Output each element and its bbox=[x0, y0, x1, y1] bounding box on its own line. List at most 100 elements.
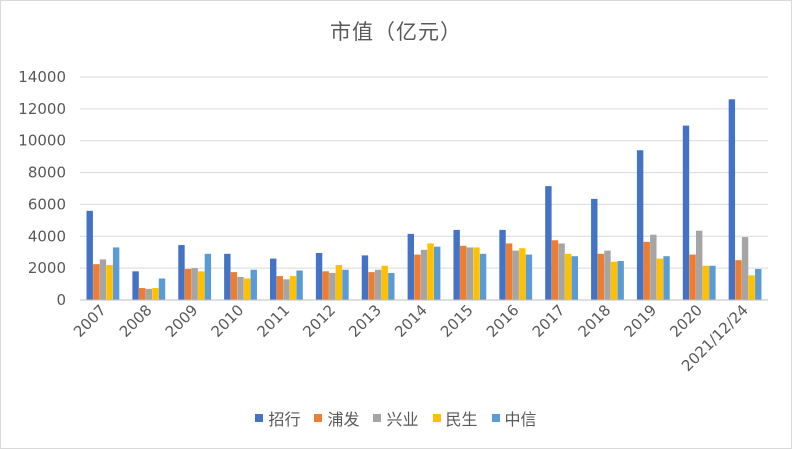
legend-label: 招行 bbox=[268, 410, 301, 429]
bar bbox=[755, 268, 762, 300]
bar bbox=[420, 249, 428, 300]
bar bbox=[702, 265, 709, 300]
x-tick-label: 2015 bbox=[437, 301, 477, 341]
x-tick-label: 2010 bbox=[208, 301, 248, 341]
bar bbox=[610, 261, 618, 300]
x-tick-label: 2017 bbox=[529, 301, 569, 341]
bar bbox=[597, 253, 605, 300]
bar bbox=[565, 253, 572, 300]
legend-label: 浦发 bbox=[327, 410, 360, 429]
chart-title: 市值（亿元） bbox=[330, 20, 462, 44]
bar bbox=[296, 270, 303, 300]
legend-swatch bbox=[491, 414, 500, 422]
bar bbox=[204, 253, 212, 300]
bar bbox=[682, 125, 690, 300]
bar bbox=[473, 247, 480, 300]
bar bbox=[342, 269, 349, 300]
bar bbox=[184, 268, 192, 300]
legend-label: 民生 bbox=[445, 410, 478, 429]
bar bbox=[689, 254, 696, 300]
y-tick-label: 12000 bbox=[18, 100, 66, 118]
bars bbox=[86, 99, 762, 301]
legend-item: 浦发 bbox=[314, 406, 359, 430]
bar bbox=[361, 255, 369, 300]
legend-item: 兴业 bbox=[373, 406, 419, 430]
bar bbox=[414, 254, 421, 300]
bar bbox=[198, 271, 205, 300]
y-tick-label: 0 bbox=[56, 291, 66, 309]
bar bbox=[335, 264, 343, 300]
bar bbox=[709, 265, 716, 300]
bar bbox=[191, 268, 198, 300]
bar bbox=[86, 210, 93, 300]
bar bbox=[466, 247, 474, 300]
bar bbox=[158, 278, 166, 300]
bar bbox=[243, 278, 251, 300]
bar bbox=[728, 99, 736, 300]
legend-item: 招行 bbox=[255, 406, 300, 430]
bar bbox=[224, 253, 231, 300]
x-tick-label: 2007 bbox=[70, 301, 110, 341]
bar bbox=[571, 256, 578, 300]
x-tick-label: 2008 bbox=[116, 301, 156, 341]
x-tick-label: 2009 bbox=[162, 301, 202, 341]
y-tick-label: 8000 bbox=[28, 164, 66, 182]
chart-legend: 招行 浦发 兴业 民生 中信 bbox=[0, 406, 792, 430]
y-tick-label: 6000 bbox=[28, 195, 66, 213]
bar bbox=[663, 256, 670, 300]
legend-swatch bbox=[432, 414, 441, 422]
bar bbox=[322, 271, 329, 300]
bar bbox=[604, 250, 611, 300]
legend-label: 中信 bbox=[504, 410, 537, 429]
x-tick-label: 2019 bbox=[620, 301, 660, 341]
bar bbox=[276, 276, 283, 300]
legend-label: 兴业 bbox=[386, 410, 419, 429]
x-tick-label: 2013 bbox=[345, 301, 385, 341]
bar bbox=[591, 198, 598, 300]
x-tick-label: 2016 bbox=[483, 301, 523, 341]
legend-swatch bbox=[255, 414, 264, 422]
bar bbox=[656, 258, 664, 300]
bar bbox=[696, 230, 703, 300]
bar bbox=[178, 245, 185, 300]
bar bbox=[99, 259, 107, 300]
bar bbox=[250, 269, 257, 300]
bar bbox=[145, 288, 152, 300]
bar bbox=[427, 243, 434, 300]
legend-item: 民生 bbox=[432, 406, 478, 430]
bar bbox=[381, 265, 388, 300]
bar bbox=[460, 245, 467, 300]
bar bbox=[636, 150, 644, 300]
legend-item: 中信 bbox=[491, 406, 537, 430]
bar bbox=[558, 243, 565, 300]
bar bbox=[748, 275, 755, 300]
bar bbox=[545, 186, 552, 300]
bar bbox=[368, 272, 375, 301]
bar bbox=[505, 243, 513, 300]
bar bbox=[270, 258, 277, 300]
bar bbox=[93, 264, 100, 300]
bar bbox=[132, 271, 139, 300]
bar bbox=[112, 247, 120, 300]
bar bbox=[519, 248, 526, 300]
bar bbox=[230, 272, 238, 301]
bar bbox=[283, 279, 290, 300]
bar bbox=[315, 253, 323, 300]
bar bbox=[388, 272, 395, 300]
bar bbox=[617, 260, 624, 300]
x-tick-label: 2012 bbox=[299, 301, 339, 341]
bar bbox=[512, 250, 519, 300]
bar bbox=[407, 233, 414, 300]
bar bbox=[551, 240, 559, 300]
bar bbox=[152, 288, 159, 300]
bar bbox=[741, 237, 749, 300]
x-tick-label: 2011 bbox=[253, 301, 293, 341]
bar bbox=[237, 276, 244, 300]
bar bbox=[289, 276, 297, 300]
bar bbox=[643, 241, 650, 300]
bar bbox=[139, 288, 146, 300]
y-tick-label: 10000 bbox=[18, 132, 66, 150]
legend-swatch bbox=[314, 414, 323, 422]
